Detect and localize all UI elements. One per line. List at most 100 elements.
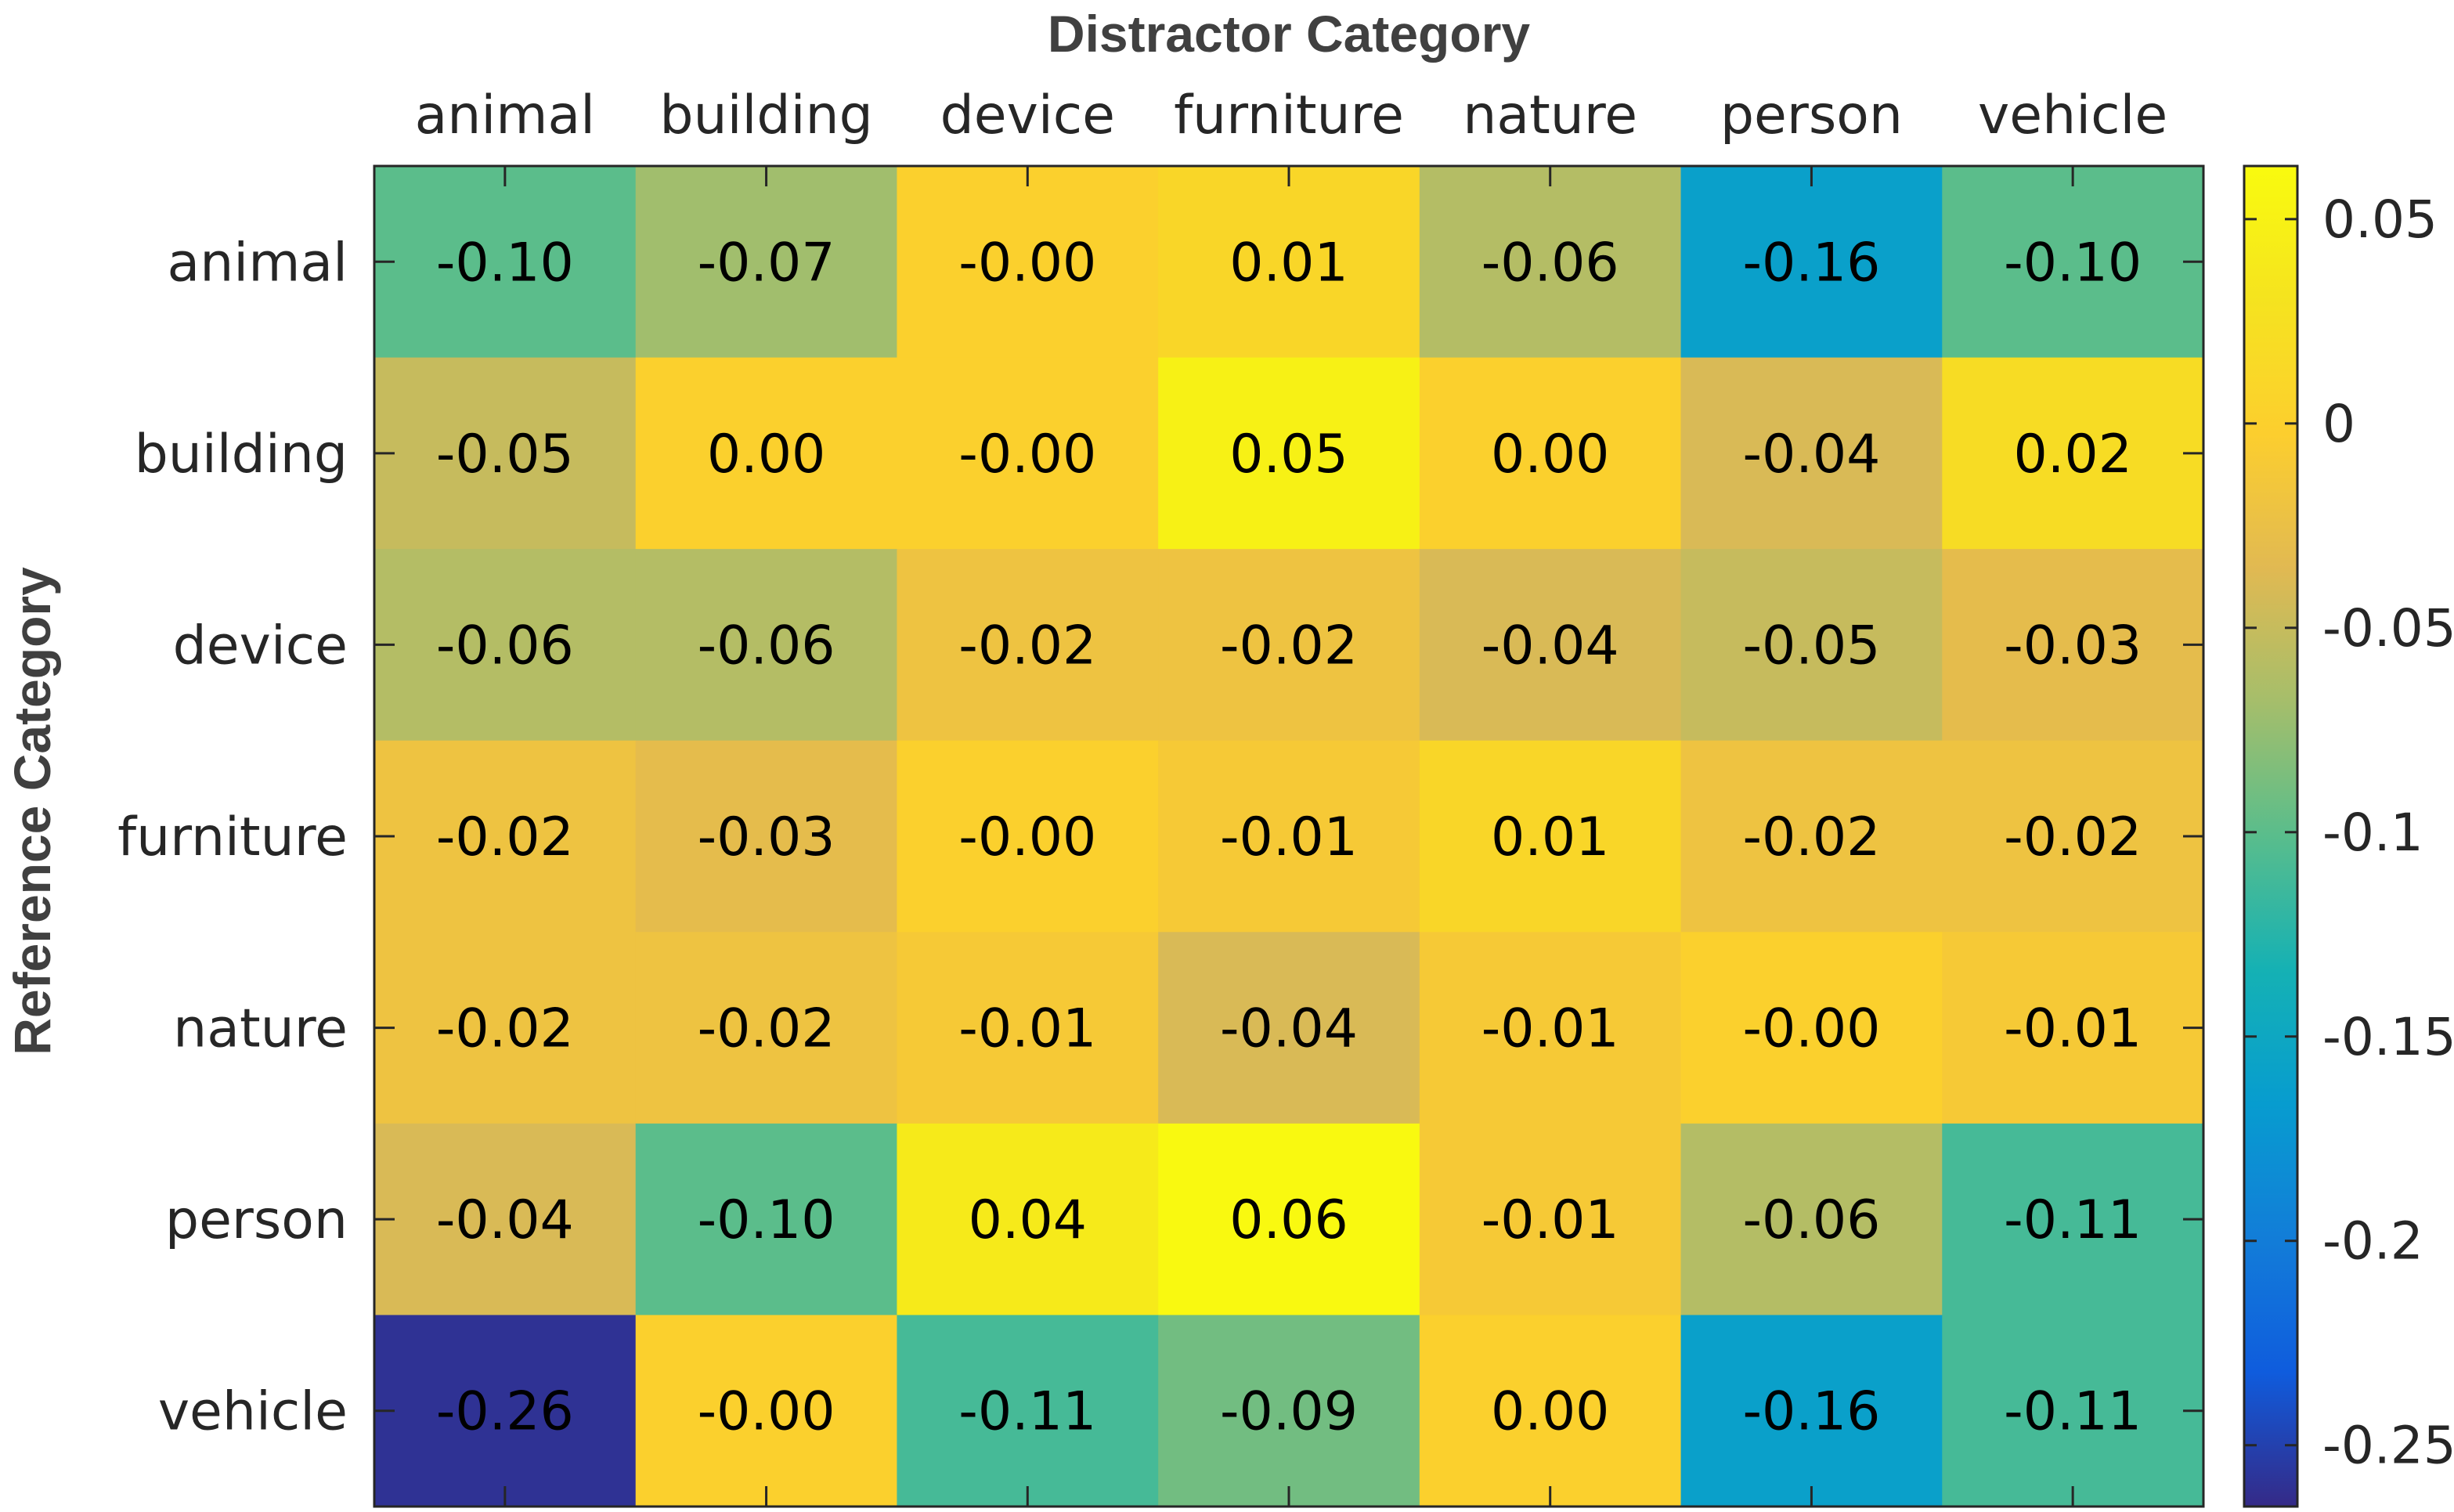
heatmap-cell [1158,740,1420,933]
cell-value-label: 0.00 [707,424,825,485]
cell-value-label: -0.01 [1220,807,1358,868]
heatmap-cell [1419,740,1682,933]
heatmap-cell [1419,932,1682,1124]
cell-value-label: -0.04 [1742,424,1880,485]
heatmap-cell [1158,1123,1420,1315]
cell-value-label: -0.26 [436,1381,574,1443]
colorbar-tick-label: 0.05 [2322,189,2438,250]
x-tick-label: person [1720,85,1903,146]
cell-value-label: -0.11 [2004,1381,2142,1443]
heatmap-cell [1680,357,1943,550]
cell-value-label: -0.06 [698,615,835,677]
x-tick-label: building [659,85,872,146]
cell-value-label: -0.02 [436,807,574,868]
heatmap-cell [1419,357,1682,550]
heatmap-cell [1680,740,1943,933]
colorbar-tick-label: -0.2 [2322,1211,2423,1272]
cell-value-label: -0.00 [698,1381,835,1443]
heatmap-cell [635,740,897,933]
heatmap-cell [1158,549,1420,742]
colorbar-tick-label: -0.25 [2322,1416,2454,1476]
cell-value-label: -0.06 [436,615,574,677]
heatmap-cell [374,740,637,933]
heatmap-cell [1158,1315,1420,1507]
heatmap-cell [897,1315,1159,1507]
cell-value-label: -0.02 [698,998,835,1060]
cell-value-label: -0.02 [2004,807,2142,868]
heatmap-cell [635,357,897,550]
y-axis-title: Reference Category [3,567,61,1056]
cell-value-label: -0.02 [436,998,574,1060]
cell-value-label: 0.02 [2013,424,2131,485]
x-tick-label: nature [1463,85,1637,146]
heatmap-cell [374,357,637,550]
heatmap-cell [1680,166,1943,359]
heatmap-cell [1942,1123,2204,1315]
heatmap-cell [374,932,637,1124]
heatmap-cell [1942,740,2204,933]
cell-value-label: -0.06 [1742,1189,1880,1251]
cell-value-label: -0.01 [1481,998,1619,1060]
cell-value-label: -0.00 [958,232,1096,294]
cell-value-label: -0.03 [2004,615,2142,677]
x-tick-labels: animal building device furniture nature perso… [415,85,2168,146]
colorbar-tick-label: 0 [2322,394,2355,454]
cell-value-label: -0.11 [958,1381,1096,1443]
heatmap-cell [1942,357,2204,550]
cell-value-label: 0.01 [1229,232,1348,294]
y-tick-label: nature [173,998,348,1060]
heatmap-cell [897,740,1159,933]
heatmap-cell [635,1315,897,1507]
cell-value-label: -0.00 [958,807,1096,868]
heatmap-cell [897,357,1159,550]
x-tick-label: furniture [1174,85,1404,146]
cell-value-label: -0.06 [1481,232,1619,294]
cell-value-label: -0.02 [1742,807,1880,868]
x-tick-label: vehicle [1978,85,2167,146]
heatmap-cell [1680,1123,1943,1315]
cell-value-label: -0.02 [958,615,1096,677]
cell-value-label: -0.02 [1220,615,1358,677]
cell-value-label: 0.04 [969,1189,1087,1251]
y-tick-label: vehicle [158,1381,348,1443]
x-tick-label: animal [415,85,595,146]
cell-value-label: -0.09 [1220,1381,1358,1443]
heatmap-cell [897,932,1159,1124]
colorbar-ticks: 0.05 0 -0.05 -0.1 -0.15 -0.2 -0.25 [2244,189,2454,1476]
y-tick-label: furniture [117,807,348,868]
cell-value-label: 0.00 [1491,424,1609,485]
cell-value-label: -0.00 [1742,998,1880,1060]
heatmap-cell [1158,932,1420,1124]
x-axis-title: Distractor Category [1048,5,1530,63]
y-tick-label: person [165,1189,348,1251]
heatmap-cell [1942,549,2204,742]
heatmap-cell [635,1123,897,1315]
heatmap-cell [635,166,897,359]
cell-value-label: 0.05 [1229,424,1348,485]
colorbar [2243,164,2299,1508]
cell-value-label: -0.05 [1742,615,1880,677]
heatmap-cell [374,166,637,359]
heatmap-cell [1680,1315,1943,1507]
heatmap-cell [1419,549,1682,742]
heatmap-cell [1942,166,2204,359]
heatmap-cell [1680,549,1943,742]
cell-value-label: -0.05 [436,424,574,485]
heatmap-cells [374,166,2204,1507]
cell-value-label: 0.06 [1229,1189,1348,1251]
y-tick-label: device [173,615,348,677]
heatmap-cell [897,1123,1159,1315]
cell-value-label: -0.11 [2004,1189,2142,1251]
y-tick-label: animal [168,232,348,294]
cell-value-label: -0.01 [1481,1189,1619,1251]
heatmap-cell [1158,357,1420,550]
cell-value-label: -0.16 [1742,1381,1880,1443]
cell-value-label: 0.00 [1491,1381,1609,1443]
heatmap-cell-labels: -0.10 -0.07 -0.00 0.01 -0.06 -0.16 -0.10 -0.05 0… [436,232,2142,1442]
colorbar-tick-label: -0.15 [2322,1007,2454,1067]
heatmap-cell [374,1123,637,1315]
heatmap-cell [635,932,897,1124]
cell-value-label: -0.01 [958,998,1096,1060]
cell-value-label: -0.04 [436,1189,574,1251]
